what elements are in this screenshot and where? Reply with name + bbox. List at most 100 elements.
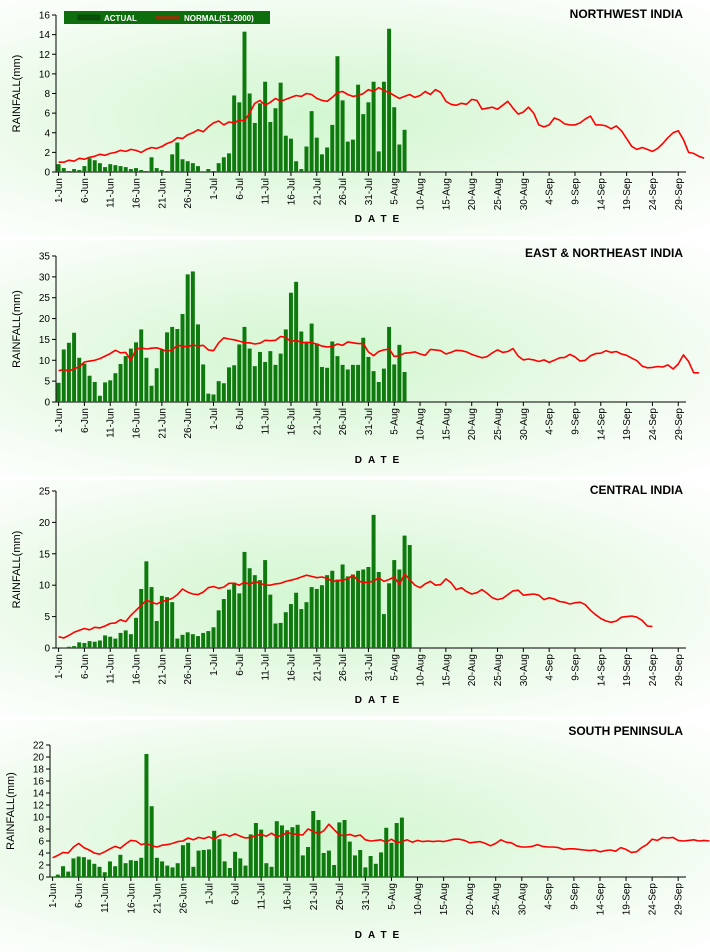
actual-bar — [237, 593, 242, 648]
actual-bar — [56, 164, 61, 172]
x-tick-label: 31-Jul — [361, 883, 372, 910]
actual-bar — [366, 356, 371, 402]
x-tick-label: 30-Aug — [519, 178, 530, 210]
actual-bar — [149, 587, 154, 648]
actual-bar — [227, 589, 231, 648]
actual-bar — [92, 863, 97, 877]
actual-bar — [264, 863, 269, 877]
x-tick-label: 5-Aug — [390, 178, 401, 205]
actual-bar — [314, 137, 319, 172]
actual-bar — [103, 167, 108, 172]
actual-bar — [397, 144, 402, 172]
actual-bar — [252, 122, 257, 172]
x-tick-label: 11-Jun — [100, 883, 111, 913]
actual-bar — [269, 866, 274, 877]
actual-bar — [335, 579, 340, 648]
y-tick-label: 8 — [44, 89, 50, 100]
x-tick-label: 11-Jun — [106, 408, 117, 438]
actual-bar — [217, 839, 222, 877]
actual-bar — [103, 382, 108, 402]
actual-bar — [290, 827, 295, 877]
actual-bar — [170, 326, 175, 402]
actual-bar — [321, 853, 326, 877]
actual-bar — [97, 395, 102, 402]
actual-bar — [221, 157, 226, 172]
actual-bar — [232, 95, 237, 172]
actual-bar — [170, 867, 175, 877]
x-tick-label: 21-Jun — [157, 178, 168, 209]
x-tick-label: 26-Jul — [338, 178, 349, 205]
x-tick-label: 10-Aug — [416, 408, 427, 440]
actual-bar — [283, 329, 288, 402]
actual-bar — [381, 368, 386, 402]
actual-bar — [268, 351, 273, 402]
actual-bar — [221, 383, 226, 402]
x-tick-label: 19-Sep — [622, 883, 633, 916]
actual-bar — [381, 614, 386, 648]
x-tick-label: 5-Aug — [387, 883, 398, 910]
actual-bar — [263, 361, 268, 402]
x-tick-label: 31-Jul — [364, 408, 375, 435]
x-tick-label: 30-Aug — [519, 654, 530, 686]
actual-bar — [356, 364, 361, 402]
x-tick-label: 24-Sep — [648, 408, 659, 441]
actual-bar — [299, 169, 304, 172]
x-tick-label: 5-Aug — [390, 654, 401, 681]
y-tick-label: 0 — [44, 398, 50, 409]
x-tick-label: 26-Jul — [338, 408, 349, 435]
y-tick-label: 4 — [44, 128, 50, 139]
actual-bar — [227, 868, 232, 877]
actual-bar — [314, 343, 319, 402]
actual-bar — [309, 111, 314, 172]
actual-bar — [337, 822, 342, 877]
actual-bar — [196, 636, 200, 648]
actual-bar — [77, 170, 82, 172]
x-tick-label: 31-Jul — [364, 178, 375, 205]
x-tick-label: 25-Aug — [493, 654, 504, 686]
x-tick-label: 15-Aug — [441, 178, 452, 210]
y-tick-label: 18 — [33, 765, 45, 776]
actual-bar — [332, 865, 337, 877]
actual-bar — [92, 381, 97, 402]
actual-bar — [128, 634, 133, 648]
x-tick-label: 14-Sep — [596, 408, 607, 441]
actual-bar — [368, 856, 373, 877]
chart-svg: EAST & NORTHEAST INDIA 0 5 10 15 20 25 30 35 1-Ju… — [11, 246, 699, 466]
actual-bar — [288, 604, 293, 648]
x-tick-label: 6-Jul — [235, 178, 246, 200]
actual-bar — [191, 866, 196, 877]
actual-bar — [206, 631, 211, 648]
x-tick-label: 10-Aug — [416, 178, 427, 210]
normal-line — [52, 823, 710, 859]
actual-bar — [123, 863, 128, 877]
y-tick-label: 35 — [39, 252, 51, 263]
actual-bar — [347, 841, 352, 877]
x-tick-label: 10-Aug — [413, 883, 424, 915]
actual-bar — [376, 381, 381, 402]
actual-bar — [159, 349, 164, 402]
x-tick-label: 16-Jul — [286, 408, 297, 435]
x-tick-label: 6-Jul — [231, 883, 242, 905]
actual-bar — [128, 860, 133, 877]
x-tick-label: 1-Jun — [54, 654, 65, 679]
actual-bar — [186, 842, 191, 877]
actual-bar — [149, 157, 154, 172]
actual-bar — [279, 825, 284, 877]
actual-bar — [330, 124, 335, 172]
actual-bar — [165, 171, 170, 172]
actual-bar — [300, 855, 305, 877]
actual-bar — [335, 56, 340, 172]
actual-bar — [216, 163, 221, 172]
actual-bar — [206, 393, 211, 402]
x-tick-label: 9-Sep — [569, 883, 580, 910]
actual-bar — [139, 170, 144, 172]
actual-bar — [402, 129, 407, 172]
x-tick-label: 15-Aug — [441, 654, 452, 686]
actual-bar — [56, 382, 61, 402]
x-tick-label: 26-Jul — [335, 883, 346, 910]
x-tick-label: 11-Jun — [106, 654, 117, 684]
actual-bar — [288, 292, 293, 402]
actual-bar — [165, 597, 170, 648]
chart-panel-south-peninsula: SOUTH PENINSULA 0 2 4 6 8 10 12 14 16 18 20 22 1-Jun 6… — [0, 720, 710, 952]
